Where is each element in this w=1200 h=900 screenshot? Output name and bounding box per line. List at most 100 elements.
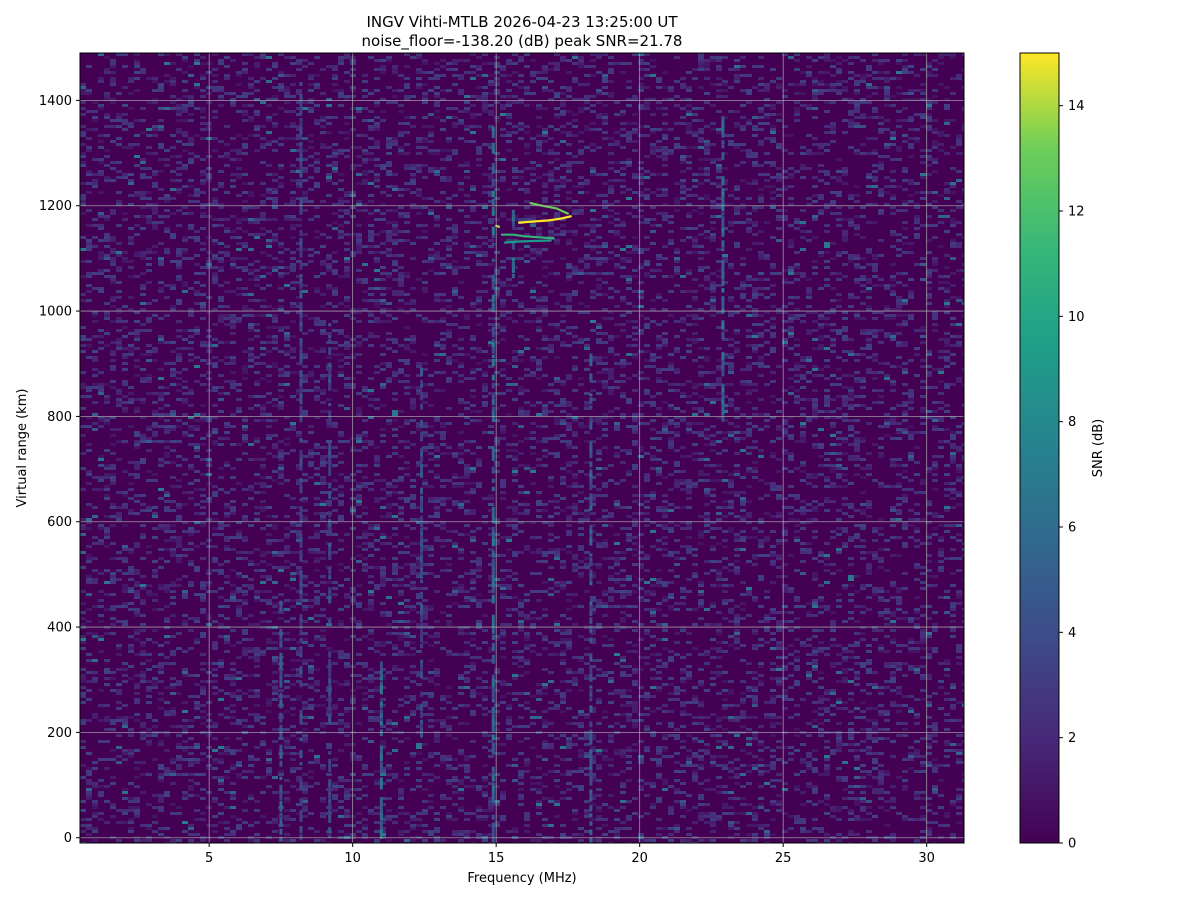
heatmap-cell [476, 86, 482, 89]
heatmap-cell [890, 284, 896, 287]
heatmap-cell [608, 185, 614, 188]
heatmap-cell [296, 101, 302, 104]
heatmap-cell [278, 71, 284, 74]
heatmap-cell [338, 188, 344, 191]
heatmap-cell [242, 308, 248, 311]
heatmap-cell [626, 260, 632, 263]
heatmap-cell [650, 308, 656, 311]
heatmap-cell [566, 131, 572, 134]
heatmap-cell [902, 404, 908, 407]
heatmap-cell [134, 359, 140, 362]
heatmap-cell [584, 305, 590, 308]
heatmap-cell [392, 137, 398, 140]
heatmap-cell [524, 143, 530, 146]
heatmap-cell [602, 119, 608, 122]
heatmap-cell [686, 272, 692, 275]
heatmap-cell [542, 404, 548, 407]
heatmap-cell [134, 410, 140, 413]
heatmap-cell [872, 203, 878, 206]
heatmap-cell [674, 80, 680, 83]
heatmap-cell [752, 278, 758, 281]
heatmap-cell [890, 263, 896, 266]
heatmap-cell [704, 149, 710, 152]
heatmap-cell [812, 320, 818, 323]
heatmap-cell [914, 233, 920, 236]
heatmap-cell [956, 152, 962, 155]
heatmap-cell [164, 197, 170, 200]
heatmap-cell [554, 128, 560, 131]
heatmap-cell [896, 233, 902, 236]
heatmap-cell [800, 146, 806, 149]
heatmap-cell [488, 365, 494, 368]
heatmap-cell [542, 71, 548, 74]
heatmap-cell [590, 173, 596, 176]
heatmap-cell [872, 332, 878, 335]
heatmap-cell [890, 245, 896, 248]
heatmap-cell [218, 284, 224, 287]
heatmap-cell [860, 152, 866, 155]
heatmap-cell [392, 317, 398, 320]
heatmap-cell [200, 383, 206, 386]
heatmap-cell [626, 62, 632, 65]
heatmap-cell [722, 281, 728, 284]
heatmap-cell [956, 77, 962, 80]
heatmap-cell [110, 236, 116, 239]
heatmap-cell [542, 389, 548, 392]
heatmap-cell [368, 236, 374, 239]
heatmap-cell [332, 320, 338, 323]
heatmap-cell [572, 113, 578, 116]
heatmap-cell [344, 260, 350, 263]
heatmap-cell [512, 320, 518, 323]
heatmap-cell [614, 266, 620, 269]
heatmap-cell [254, 98, 260, 101]
heatmap-cell [332, 353, 338, 356]
heatmap-cell [914, 227, 920, 230]
heatmap-cell [800, 275, 806, 278]
heatmap-cell [656, 149, 662, 152]
heatmap-cell [134, 365, 140, 368]
heatmap-cell [272, 125, 278, 128]
heatmap-cell [230, 317, 236, 320]
heatmap-cell [638, 77, 644, 80]
heatmap-cell [110, 62, 116, 65]
heatmap-cell [908, 89, 914, 92]
heatmap-cell [188, 404, 194, 407]
heatmap-cell [824, 230, 830, 233]
heatmap-cell [854, 116, 860, 119]
heatmap-cell [524, 206, 530, 209]
heatmap-cell [908, 128, 914, 131]
heatmap-cell [722, 227, 728, 230]
heatmap-cell [626, 131, 632, 134]
heatmap-cell [794, 251, 800, 254]
heatmap-cell [362, 89, 368, 92]
heatmap-cell [344, 299, 350, 302]
heatmap-cell [632, 320, 638, 323]
heatmap-cell [452, 272, 458, 275]
heatmap-cell [902, 344, 908, 347]
heatmap-cell [566, 206, 572, 209]
heatmap-cell [944, 191, 950, 194]
heatmap-cell [374, 122, 380, 125]
heatmap-cell [584, 179, 590, 182]
heatmap-cell [758, 107, 764, 110]
heatmap-cell [272, 308, 278, 311]
heatmap-cell [698, 107, 704, 110]
heatmap-cell [632, 173, 638, 176]
heatmap-cell [788, 377, 794, 380]
heatmap-cell [152, 77, 158, 80]
heatmap-cell [680, 158, 686, 161]
heatmap-cell [938, 407, 944, 410]
heatmap-cell [296, 92, 302, 95]
heatmap-cell [272, 404, 278, 407]
heatmap-cell [380, 266, 386, 269]
heatmap-cell [344, 155, 350, 158]
heatmap-cell [266, 119, 272, 122]
heatmap-cell [938, 215, 944, 218]
heatmap-cell [362, 161, 368, 164]
heatmap-cell [428, 89, 434, 92]
heatmap-cell [614, 380, 620, 383]
heatmap-cell [932, 260, 938, 263]
heatmap-cell [416, 170, 422, 173]
heatmap-cell [380, 308, 386, 311]
heatmap-cell [788, 185, 794, 188]
